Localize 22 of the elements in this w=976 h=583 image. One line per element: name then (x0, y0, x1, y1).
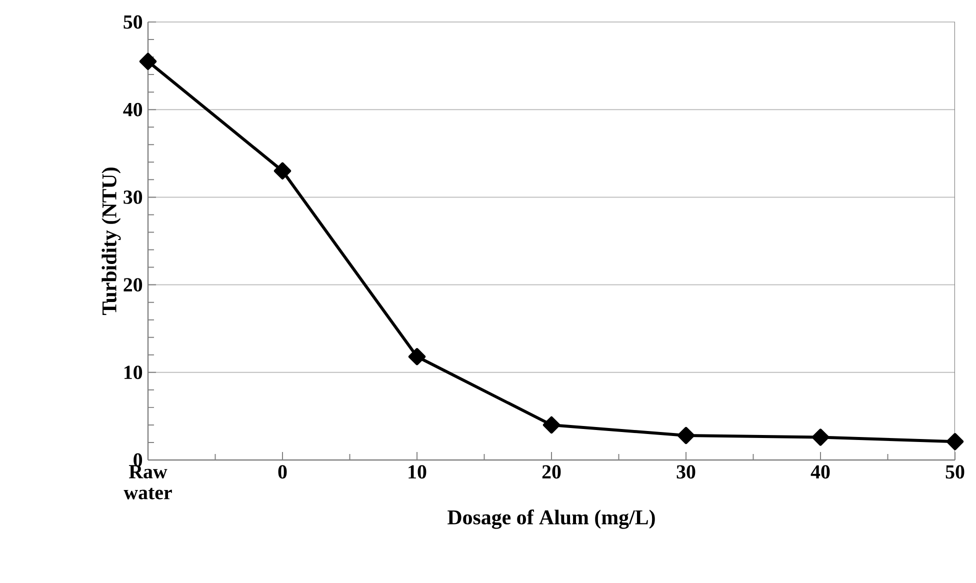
y-tick-label: 20 (124, 278, 142, 292)
x-tick-label: Raw water (124, 465, 172, 500)
point (139, 52, 157, 70)
point (812, 428, 830, 446)
x-tick-label: 10 (408, 465, 426, 479)
point (946, 433, 964, 450)
y-tick-label: 40 (123, 102, 142, 116)
y-tick-label: 10 (124, 366, 142, 380)
y-axis-title: Turbidity (NTU) (102, 168, 121, 315)
x-tick-label: 40 (810, 465, 830, 479)
x-tick-label: 0 (278, 465, 287, 479)
y-tick-label: 0 (134, 453, 142, 467)
point (408, 348, 426, 366)
x-tick-label: 30 (676, 465, 696, 479)
x-tick-label: 50 (946, 465, 964, 479)
point (542, 416, 560, 434)
point (677, 426, 695, 444)
y-tick-label: 30 (124, 190, 142, 204)
x-tick-label: 20 (542, 465, 561, 479)
point (274, 162, 292, 180)
x-axis-title: Dosage of Alum (mg/L) (448, 510, 655, 529)
y-tick-label: 50 (124, 15, 142, 29)
